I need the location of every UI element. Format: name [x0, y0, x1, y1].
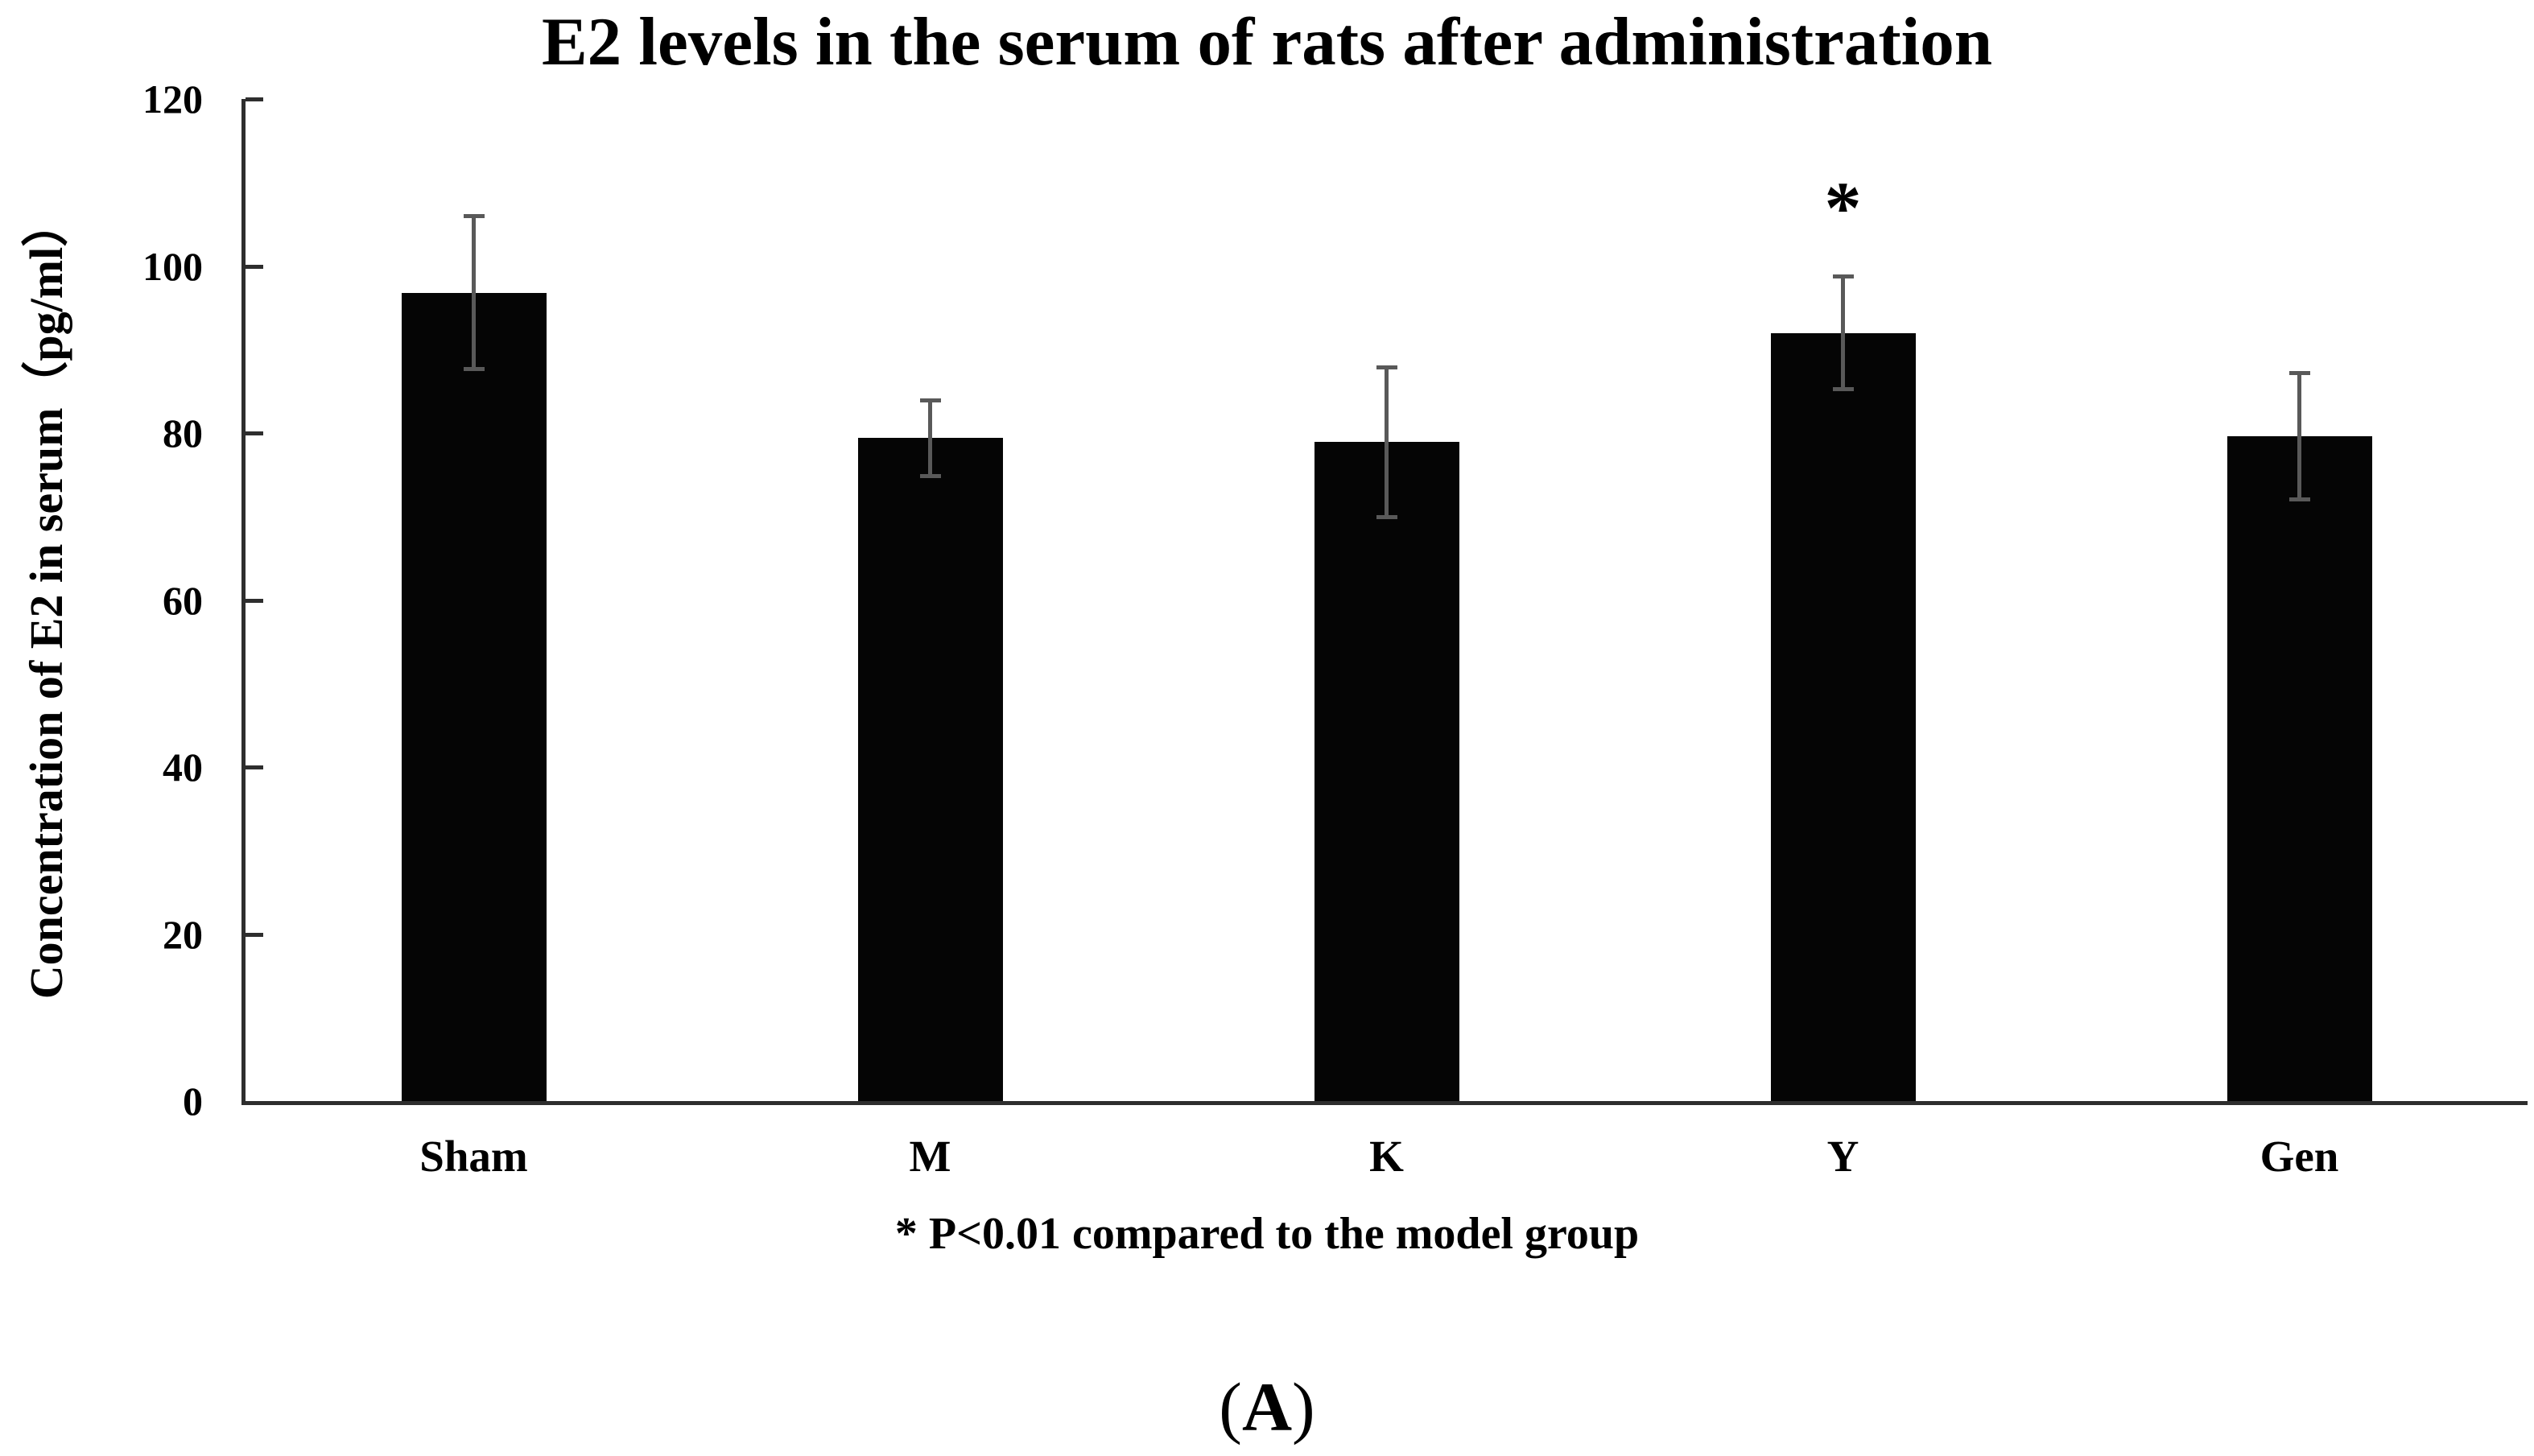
chart-title: E2 levels in the serum of rats after adm…	[541, 4, 1993, 80]
y-tick-label-20: 20	[163, 911, 203, 957]
category-label-gen: Gen	[2260, 1132, 2339, 1181]
panel-letter: A	[1241, 1368, 1293, 1446]
y-tick-label-40: 40	[163, 744, 203, 790]
category-label-sham: Sham	[419, 1132, 528, 1181]
y-tick-label-60: 60	[163, 577, 203, 623]
error-cap-bottom-sham	[463, 367, 485, 372]
error-cap-bottom-y	[1832, 387, 1854, 392]
significance-star-y: *	[1824, 166, 1862, 249]
error-bar-y	[1841, 275, 1845, 390]
bar-m	[857, 438, 1003, 1101]
category-label-y: Y	[1826, 1132, 1859, 1181]
y-axis-line	[241, 99, 246, 1105]
error-cap-bottom-m	[919, 473, 941, 478]
y-tick-100	[246, 264, 263, 269]
bar-k	[1314, 442, 1459, 1101]
significance-footnote: * P<0.01 compared to the model group	[894, 1209, 1640, 1259]
panel-paren-open: (	[1219, 1368, 1242, 1446]
error-cap-top-m	[919, 398, 941, 402]
y-tick-label-0: 0	[183, 1079, 203, 1124]
panel-label: (A)	[0, 1367, 2534, 1447]
panel-paren-close: )	[1292, 1368, 1315, 1446]
category-label-k: K	[1369, 1132, 1404, 1181]
y-axis-tick-labels: 0 20 40 60 80 100 120	[0, 0, 203, 1456]
y-tick-60	[246, 598, 263, 603]
y-tick-label-100: 100	[142, 243, 203, 289]
error-cap-bottom-k	[1376, 514, 1397, 519]
plot-area: Sham M K * Y Gen	[241, 97, 2528, 1181]
error-cap-top-sham	[463, 214, 485, 219]
error-cap-top-y	[1832, 274, 1854, 278]
y-tick-label-80: 80	[163, 410, 203, 456]
error-cap-top-gen	[2288, 371, 2310, 376]
y-tick-120	[246, 97, 263, 101]
x-axis-line	[246, 1101, 2528, 1105]
y-tick-20	[246, 932, 263, 937]
y-tick-80	[246, 431, 263, 435]
error-bar-gen	[2297, 373, 2301, 500]
bar-y	[1770, 332, 1916, 1101]
error-bar-k	[1385, 367, 1389, 518]
error-bar-sham	[472, 216, 476, 370]
bar-gen	[2227, 436, 2372, 1101]
y-tick-label-120: 120	[142, 76, 203, 122]
error-bar-m	[928, 399, 932, 476]
error-cap-bottom-gen	[2288, 497, 2310, 501]
bar-sham	[401, 292, 547, 1101]
y-tick-40	[246, 765, 263, 769]
error-cap-top-k	[1376, 365, 1397, 370]
category-label-m: M	[909, 1132, 951, 1181]
